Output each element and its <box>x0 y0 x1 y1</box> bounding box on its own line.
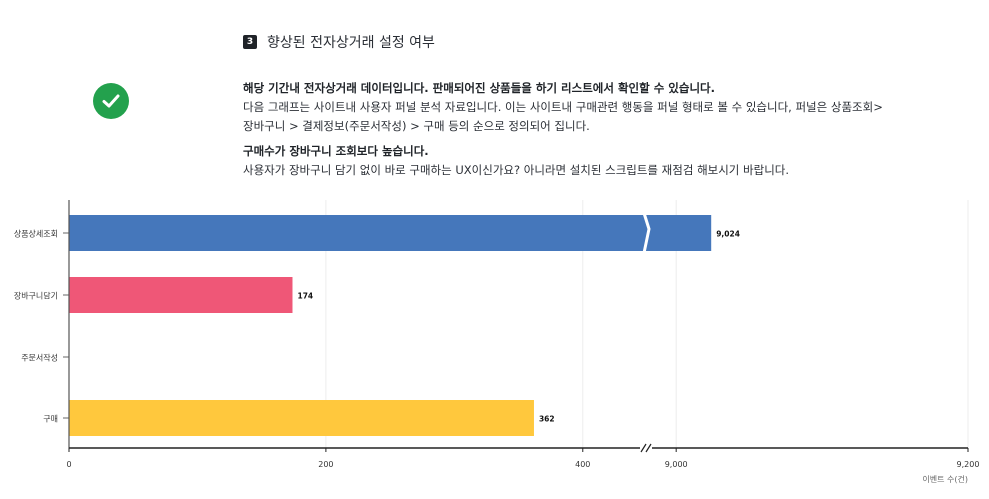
x-tick-label: 9,200 <box>957 460 980 469</box>
bar <box>69 277 293 313</box>
x-tick-label: 0 <box>66 460 71 469</box>
section-header: 3 향상된 전자상거래 설정 여부 <box>243 32 435 52</box>
x-tick-label: 400 <box>575 460 590 469</box>
data-label: 9,024 <box>716 230 740 239</box>
data-label: 362 <box>539 415 555 424</box>
x-axis-label: 이벤트 수(건) <box>922 474 968 484</box>
info-body-1-line-1: 다음 그래프는 사이트내 사용자 퍼널 분석 자료입니다. 이는 사이트내 구매… <box>243 100 883 114</box>
axis-break-mark <box>645 443 652 453</box>
category-label: 상품상세조회 <box>14 229 58 239</box>
axis-break-gap <box>640 443 652 453</box>
info-body-1-line-2: 장바구니 > 결제정보(주문서작성) > 구매 등의 순으로 정의되어 집니다. <box>243 119 590 133</box>
x-tick-label: 200 <box>318 460 333 469</box>
info-panel: 해당 기간내 전자상거래 데이터입니다. 판매되어진 상품들을 하기 리스트에서… <box>243 79 943 180</box>
axis-break-mark <box>640 443 647 453</box>
info-heading-2: 구매수가 장바구니 조회보다 높습니다. <box>243 144 429 158</box>
axis-break-bar <box>642 212 651 254</box>
info-heading-1: 해당 기간내 전자상거래 데이터입니다. 판매되어진 상품들을 하기 리스트에서… <box>243 81 715 95</box>
category-label: 장바구니담기 <box>14 291 58 301</box>
step-number-badge: 3 <box>243 35 257 49</box>
x-tick-label: 9,000 <box>665 460 688 469</box>
info-body-2: 사용자가 장바구니 담기 없이 바로 구매하는 UX이신가요? 아니라면 설치된… <box>243 163 790 177</box>
funnel-bar-chart: 9,024상품상세조회174장바구니담기467주문서작성362구매0200400… <box>14 200 980 484</box>
check-circle-icon <box>93 83 129 119</box>
section-title: 향상된 전자상거래 설정 여부 <box>267 35 435 51</box>
category-label: 구매 <box>43 415 58 424</box>
bar <box>69 215 712 251</box>
category-label: 주문서작성 <box>21 353 58 363</box>
data-label: 174 <box>297 292 313 301</box>
bar <box>69 400 534 436</box>
